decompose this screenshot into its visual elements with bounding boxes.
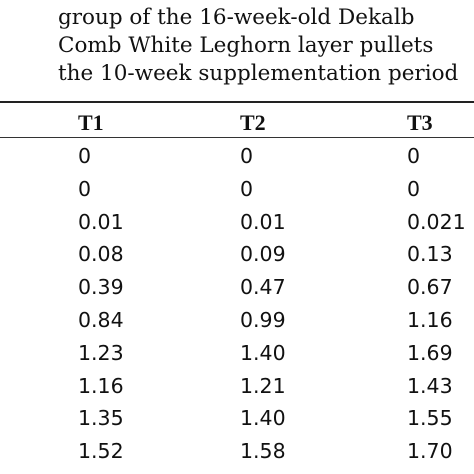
cell-t2: 1.40 (240, 340, 286, 365)
header-t3: T3 (407, 110, 433, 135)
cell-t1: 0.08 (78, 242, 124, 267)
cell-t3: 0 (407, 144, 421, 168)
table-row: 0 0 0 (0, 142, 474, 175)
cell-t3: 0 (407, 176, 421, 201)
caption-line-2: Comb White Leghorn layer pullets (58, 33, 434, 58)
cell-t2: 0.47 (240, 275, 286, 300)
cell-t2: 0.99 (240, 307, 286, 332)
caption-line-1: group of the 16-week-old Dekalb (58, 5, 415, 30)
table-row: 0 0 0 (0, 175, 474, 208)
cell-t2: 0.09 (240, 242, 286, 267)
cell-t3: 0.67 (407, 275, 453, 300)
cell-t1: 0.01 (78, 209, 124, 234)
table-row: 0.84 0.99 1.16 (0, 306, 474, 339)
cell-t3: 0.13 (407, 242, 453, 267)
header-t2: T2 (240, 110, 266, 135)
cell-t2: 1.40 (240, 406, 286, 431)
cell-t3: 1.69 (407, 340, 453, 365)
cell-t3: 1.55 (407, 406, 453, 431)
table-row: 0.01 0.01 0.021 (0, 208, 474, 241)
cell-t1: 0.84 (78, 307, 124, 332)
table-row: 0.39 0.47 0.67 (0, 273, 474, 306)
table-row: 1.35 1.40 1.55 (0, 404, 474, 437)
table-row: 1.52 1.58 1.70 (0, 437, 474, 470)
cell-t1: 1.35 (78, 406, 124, 431)
cell-t2: 1.58 (240, 439, 286, 464)
cell-t1: 1.52 (78, 439, 124, 464)
cell-t1: 0 (78, 144, 92, 168)
table-caption: group of the 16-week-old Dekalb Comb Whi… (58, 4, 474, 88)
cell-t3: 1.43 (407, 373, 453, 398)
caption-line-3: the 10-week supplementation period (58, 61, 459, 86)
cell-t2: 0 (240, 144, 254, 168)
cell-t1: 1.23 (78, 340, 124, 365)
cell-t3: 1.16 (407, 307, 453, 332)
cell-t2: 1.21 (240, 373, 286, 398)
table-header-rule (0, 137, 474, 138)
table-body: 0 0 0 0 0 0 0.01 0.01 0.021 0.08 0.09 0.… (0, 142, 474, 470)
cell-t3: 0.021 (407, 209, 466, 234)
table-row: 1.23 1.40 1.69 (0, 339, 474, 372)
table-header-row: T1 T2 T3 (0, 106, 474, 138)
cell-t3: 1.70 (407, 439, 453, 464)
header-t1: T1 (78, 110, 104, 135)
cell-t2: 0.01 (240, 209, 286, 234)
cell-t2: 0 (240, 176, 254, 201)
cell-t1: 0.39 (78, 275, 124, 300)
table-row: 0.08 0.09 0.13 (0, 240, 474, 273)
table-top-rule (0, 101, 474, 103)
cell-t1: 0 (78, 176, 92, 201)
cell-t1: 1.16 (78, 373, 124, 398)
table-row: 1.16 1.21 1.43 (0, 372, 474, 405)
